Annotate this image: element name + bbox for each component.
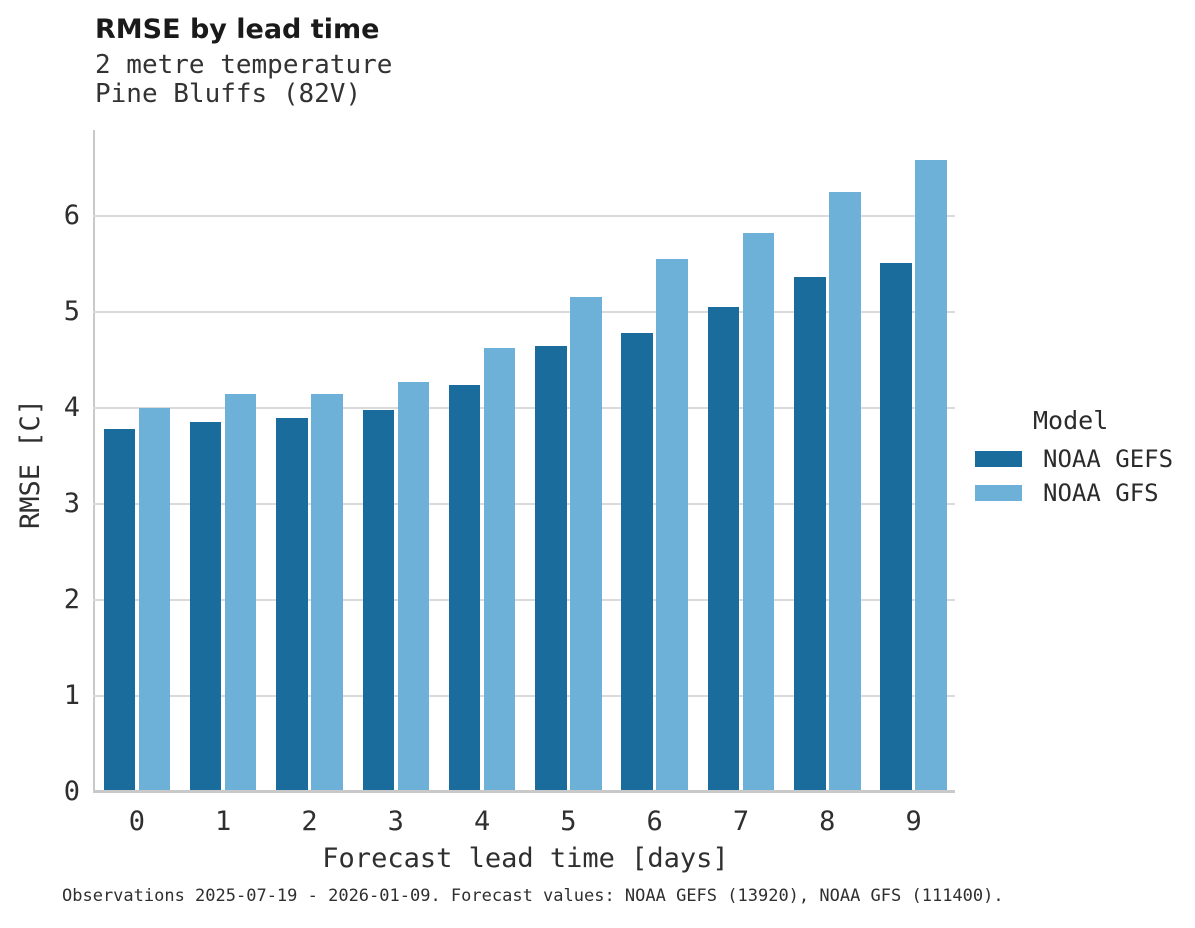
legend-swatch-noaa-gfs: [975, 485, 1022, 501]
gridline-5: [93, 310, 955, 313]
bar-noaa-gefs-day-2: [276, 418, 308, 790]
bar-noaa-gefs-day-8: [794, 276, 826, 790]
bar-noaa-gfs-day-7: [742, 232, 775, 790]
bar-noaa-gfs-day-1: [224, 394, 257, 790]
y-tick-label-4: 4: [63, 391, 80, 423]
y-axis-spine: [93, 130, 95, 792]
x-tick-label-3: 3: [387, 806, 404, 837]
bar-noaa-gfs-day-3: [397, 381, 430, 790]
x-axis-label: Forecast lead time [days]: [322, 843, 729, 874]
x-tick-label-8: 8: [819, 806, 836, 837]
y-axis-ticks: 0 1 2 3 4 5 6: [0, 130, 80, 808]
bar-noaa-gefs-day-5: [535, 346, 567, 790]
x-tick-label-7: 7: [732, 806, 750, 837]
bar-noaa-gfs-day-6: [656, 258, 688, 790]
x-tick-label-5: 5: [560, 806, 577, 837]
bar-noaa-gfs-day-4: [483, 348, 516, 790]
legend-title: Model: [1033, 406, 1109, 435]
chart-subtitle: 2 metre temperature Pine Bluffs (82V): [95, 51, 392, 109]
legend-label-noaa-gfs: NOAA GFS: [1043, 479, 1159, 507]
footer-caption: Observations 2025-07-19 - 2026-01-09. Fo…: [62, 886, 1004, 906]
bar-noaa-gefs-day-7: [707, 306, 740, 790]
chart-title: RMSE by lead time: [95, 14, 380, 45]
gridline-3: [93, 502, 955, 505]
legend-item-noaa-gfs: NOAA GFS: [975, 479, 1173, 507]
bar-noaa-gefs-day-3: [362, 409, 395, 790]
y-tick-label-6: 6: [63, 199, 80, 231]
x-tick-label-4: 4: [473, 806, 491, 837]
x-tick-label-1: 1: [215, 806, 232, 837]
x-tick-label-9: 9: [905, 806, 922, 837]
bar-noaa-gfs-day-9: [915, 159, 947, 790]
bar-noaa-gefs-day-0: [103, 428, 136, 790]
bar-noaa-gefs-day-1: [189, 422, 222, 790]
y-tick-label-2: 2: [63, 583, 80, 615]
legend-item-noaa-gefs: NOAA GEFS: [975, 445, 1174, 473]
bar-noaa-gefs-day-9: [880, 263, 912, 790]
legend-label-noaa-gefs: NOAA GEFS: [1043, 445, 1174, 473]
plot-area: 0 1 2 3 4 5 6 7 8 9: [93, 130, 955, 837]
bar-noaa-gfs-day-8: [829, 192, 861, 790]
x-tick-label-2: 2: [301, 806, 318, 837]
bar-noaa-gfs-day-0: [138, 407, 171, 790]
bar-noaa-gfs-day-2: [311, 394, 343, 790]
gridline-4: [93, 406, 955, 409]
x-tick-label-6: 6: [646, 806, 663, 837]
legend: Model NOAA GEFS NOAA GFS: [975, 406, 1174, 507]
bar-noaa-gefs-day-6: [621, 332, 653, 790]
gridline-6: [93, 214, 955, 217]
y-tick-label-0: 0: [63, 776, 80, 807]
y-tick-label-3: 3: [63, 487, 80, 519]
gridline-1: [93, 694, 955, 697]
subtitle-line-2: Pine Bluffs (82V): [95, 79, 362, 109]
legend-swatch-noaa-gefs: [975, 451, 1022, 467]
x-axis-line: [93, 790, 955, 793]
bar-noaa-gefs-day-4: [448, 384, 481, 790]
y-tick-label-1: 1: [63, 679, 80, 711]
x-tick-label-0: 0: [128, 806, 146, 837]
gridline-2: [93, 598, 955, 601]
y-tick-label-5: 5: [63, 295, 80, 327]
bar-noaa-gfs-day-5: [570, 297, 602, 790]
subtitle-line-1: 2 metre temperature: [95, 50, 393, 80]
